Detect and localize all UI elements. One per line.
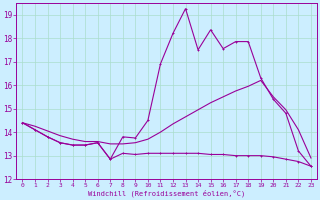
X-axis label: Windchill (Refroidissement éolien,°C): Windchill (Refroidissement éolien,°C) [88, 190, 245, 197]
